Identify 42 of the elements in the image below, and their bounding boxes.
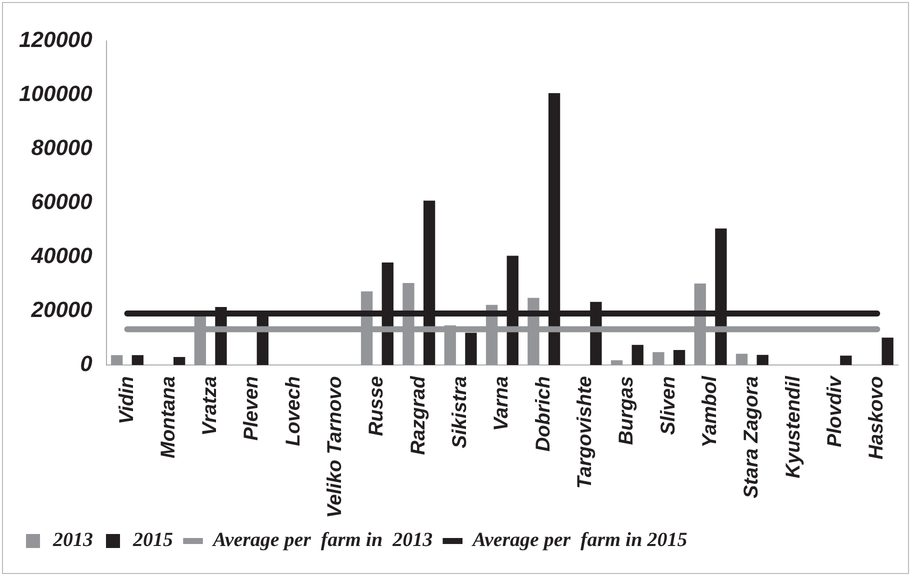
bar <box>652 352 664 366</box>
legend-label: 2015 <box>132 529 173 552</box>
x-tick-label: Yambol <box>699 376 722 448</box>
bar <box>882 338 894 366</box>
x-tick-label: Vidin <box>116 376 138 424</box>
y-tick-label: 100000 <box>18 81 94 106</box>
x-tick-label: Stara Zagora <box>740 376 763 498</box>
x-tick-label: Russe <box>366 376 388 436</box>
y-tick-label: 120000 <box>18 27 94 52</box>
x-tick-label: Kyustendil <box>782 376 804 478</box>
bar <box>736 354 748 366</box>
y-tick-label: 40000 <box>30 243 94 268</box>
y-tick-label: 60000 <box>31 189 94 214</box>
x-tick-label: Sikistra <box>449 376 472 448</box>
bar <box>465 332 477 366</box>
bar <box>756 354 768 366</box>
x-tick-label: Burgas <box>616 376 638 446</box>
y-tick-label: 20000 <box>30 297 94 322</box>
bar <box>632 344 644 366</box>
x-tick-label: Pleven <box>240 376 263 441</box>
bar <box>110 355 123 366</box>
legend-label: Average per farm in 2015 <box>470 529 688 552</box>
y-tick-label: 80000 <box>31 135 94 160</box>
x-tick-label: Vratza <box>199 376 222 436</box>
x-tick-label: Sliven <box>657 376 680 436</box>
x-tick-label: Haskovo <box>866 376 888 460</box>
x-tick-label: Plovdiv <box>824 374 846 448</box>
bar <box>173 357 186 366</box>
bar <box>132 355 144 366</box>
bar <box>673 350 686 366</box>
x-tick-label: Dobrich <box>532 376 554 452</box>
legend-label: 2013 <box>52 529 93 552</box>
bar <box>840 356 852 366</box>
x-tick-label: Razgrad <box>407 375 430 456</box>
x-tick-label: Targovishte <box>574 376 596 489</box>
bar <box>610 360 623 366</box>
x-tick-label: Montana <box>157 376 180 458</box>
x-tick-label: Lovech <box>282 376 304 446</box>
y-tick-label: 0 <box>80 351 94 376</box>
x-tick-label: Varna <box>490 376 513 431</box>
legend-label: Average per farm in 2013 <box>211 529 433 552</box>
x-tick-label: Veliko Tarnovo <box>324 376 346 518</box>
